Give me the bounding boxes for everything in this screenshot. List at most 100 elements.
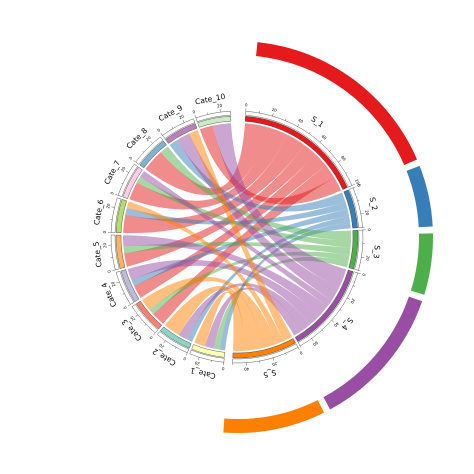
chord-S_4-Cate_7 [140, 171, 332, 307]
tick-label: 100 [354, 178, 362, 187]
tick-label: 20 [145, 135, 152, 142]
outer-arc-S_3 [410, 233, 433, 295]
label-Cate_6: Cate_6 [92, 199, 105, 226]
sector-track-Cate_2 [157, 331, 190, 354]
tick-label: 80 [340, 155, 347, 162]
outer-arc-layer [223, 42, 433, 433]
tick-label: 0 [182, 356, 187, 362]
tick-mark [338, 160, 341, 163]
tick-mark [112, 269, 116, 271]
chord-S_4-Cate_1 [205, 287, 303, 349]
tick-label: 0 [122, 305, 128, 310]
sector-track-Cate_3 [131, 304, 159, 334]
tick-mark [352, 186, 356, 189]
tick-label: 0 [102, 230, 107, 233]
sector-track-Cate_4 [115, 271, 135, 305]
sector-track-Cate_6 [110, 197, 122, 233]
label-S_5: S_5 [262, 368, 277, 380]
tick-label: 60 [312, 340, 319, 347]
tick-mark [135, 314, 138, 317]
tick-mark [353, 285, 355, 287]
tick-mark [272, 113, 274, 117]
tick-label: 0 [156, 127, 161, 133]
tick-mark [300, 345, 302, 348]
sector-track-Cate_7 [117, 163, 138, 197]
sector-layer [110, 110, 364, 364]
tick-mark [311, 338, 314, 342]
tick-mark [115, 194, 119, 196]
tick-label: 20 [349, 298, 356, 305]
sector-S_1 [244, 116, 348, 190]
sector-Cate_4 [120, 269, 140, 303]
tick-mark [111, 206, 115, 208]
tick-mark [329, 150, 332, 152]
chord-S_4-Cate_2 [178, 283, 311, 340]
tick-label: 0 [148, 335, 154, 341]
tick-mark [285, 118, 287, 121]
sector-track-S_2 [349, 187, 363, 228]
tick-mark [308, 132, 311, 134]
label-Cate_5: Cate_5 [91, 241, 103, 268]
tick-mark [126, 170, 129, 173]
tick-mark [153, 332, 156, 336]
tick-label: 0 [128, 155, 134, 160]
tick-mark [360, 213, 364, 215]
tick-mark [182, 119, 185, 123]
tick-label: 20 [158, 342, 165, 349]
chord-S_3-Cate_7 [136, 176, 351, 248]
sector-track-Cate_9 [162, 118, 196, 139]
chord-S_4-Cate_10 [212, 123, 347, 288]
label-S_2: S_2 [368, 196, 380, 211]
label-Cate_1: Cate_1 [189, 366, 217, 381]
tick-label: 20 [178, 113, 185, 120]
sector-S_5 [232, 338, 296, 359]
tick-mark [171, 126, 174, 129]
tick-mark [185, 352, 188, 356]
sector-track-S_4 [297, 271, 359, 347]
sector-track-Cate_10 [195, 110, 231, 122]
tick-label: 0 [106, 269, 112, 273]
sector-S_3 [348, 230, 359, 270]
tick-label: 20 [194, 360, 201, 366]
tick-mark [331, 320, 335, 323]
tick-label: 0 [361, 273, 367, 277]
tick-mark [144, 324, 147, 326]
sector-track-S_3 [354, 229, 364, 271]
tick-mark [297, 347, 300, 351]
tick-label: 60 [321, 134, 328, 141]
chord-S_1-Cate_6 [123, 134, 305, 234]
tick-label: 40 [243, 366, 249, 371]
tick-mark [347, 297, 350, 300]
chord-link-layer [123, 123, 351, 351]
sector-Cate_9 [165, 123, 198, 144]
chord-S_1-Cate_3 [153, 165, 335, 324]
tick-label: 20 [120, 165, 127, 172]
label-S_4: S_4 [340, 316, 355, 332]
sector-track-S_5 [232, 343, 299, 364]
outer-arc-S_4 [323, 296, 423, 410]
chord-S_1-Cate_5 [124, 144, 316, 267]
tick-label: 20 [129, 315, 136, 322]
tick-mark [163, 340, 166, 344]
tick-label: 20 [271, 361, 278, 367]
chord-S_2-Cate_6 [125, 201, 348, 225]
tick-mark [127, 304, 131, 307]
chord-S_5-Cate_1 [194, 291, 246, 351]
label-S_1: S_1 [309, 114, 325, 129]
chord-S_5-Cate_3 [141, 276, 277, 348]
tick-label: 0 [109, 191, 115, 195]
tick-label: 20 [365, 255, 371, 261]
sector-Cate_10 [197, 115, 232, 128]
sector-Cate_7 [122, 166, 143, 199]
tick-mark [150, 141, 153, 144]
sector-Cate_5 [115, 234, 126, 269]
tick-mark [319, 139, 322, 143]
sector-Cate_8 [139, 140, 167, 169]
tick-mark [198, 357, 200, 361]
tick-mark [116, 281, 120, 284]
tick-label: 40 [333, 321, 340, 328]
tick-mark [133, 160, 136, 163]
chord-S_4-Cate_4 [127, 259, 320, 325]
chord-S_4-Cate_9 [177, 133, 340, 301]
tick-mark [142, 150, 144, 153]
